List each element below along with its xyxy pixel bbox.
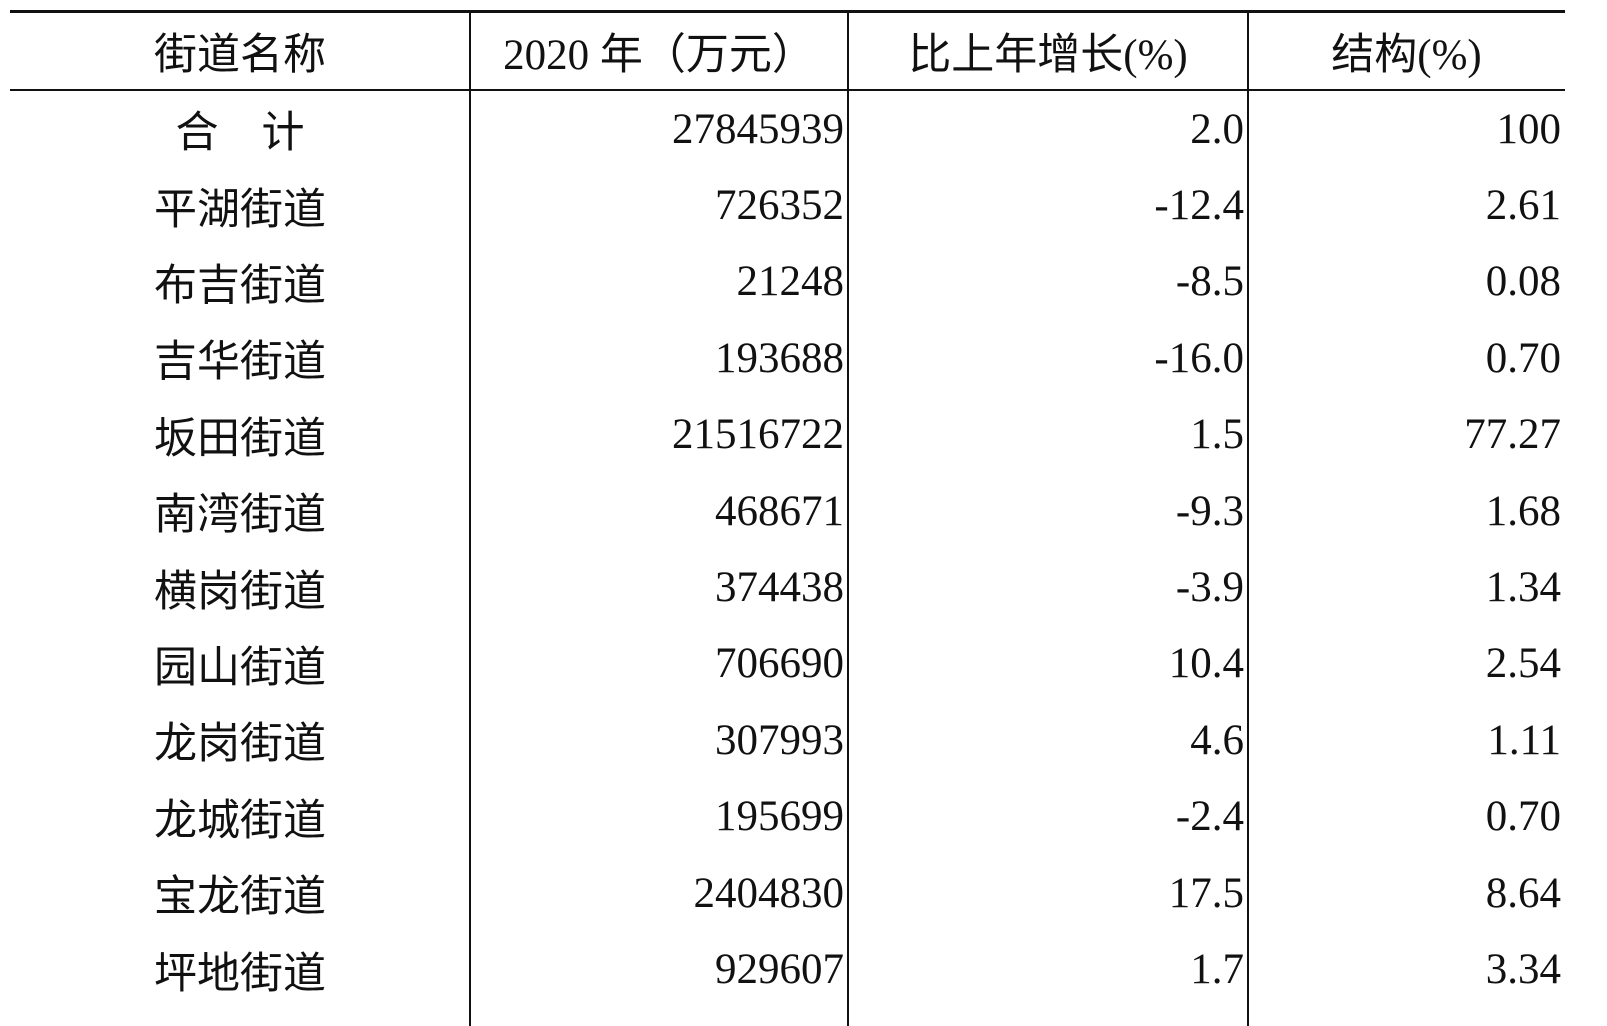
row-label: 横岗街道 xyxy=(154,568,326,616)
number-cell: 100 xyxy=(1496,105,1562,153)
row-label: 南湾街道 xyxy=(154,492,326,540)
number-cell: -3.9 xyxy=(1175,564,1244,612)
row-label: 合 计 xyxy=(175,110,305,158)
number-cell: 195699 xyxy=(715,793,844,841)
number-cell: 1.5 xyxy=(1190,411,1244,459)
number-cell: 726352 xyxy=(715,182,844,230)
number-cell: 929607 xyxy=(715,946,844,994)
number-cell: 374438 xyxy=(715,564,844,612)
row-label: 龙岗街道 xyxy=(154,721,326,769)
header-cell: 2020 年（万元） xyxy=(503,32,815,79)
row-label: 龙城街道 xyxy=(154,797,326,845)
row-label: 吉华街道 xyxy=(154,339,326,387)
row-label: 布吉街道 xyxy=(154,262,326,310)
number-cell: 2.54 xyxy=(1485,640,1561,688)
number-cell: 0.08 xyxy=(1485,258,1561,306)
number-cell: 2.61 xyxy=(1485,182,1561,230)
number-cell: 1.68 xyxy=(1485,487,1561,535)
number-cell: 193688 xyxy=(715,334,844,382)
header-rule xyxy=(10,89,1565,91)
number-cell: 27845939 xyxy=(672,105,844,153)
number-cell: -16.0 xyxy=(1154,334,1244,382)
number-cell: 0.70 xyxy=(1485,793,1561,841)
number-cell: 307993 xyxy=(715,716,844,764)
row-label: 平湖街道 xyxy=(154,186,326,234)
number-cell: 2404830 xyxy=(693,869,845,917)
number-cell: 8.64 xyxy=(1485,869,1561,917)
column-rule xyxy=(469,12,471,1026)
top-rule xyxy=(10,10,1565,13)
row-label: 坪地街道 xyxy=(154,950,326,998)
header-cell: 结构(%) xyxy=(1331,32,1482,79)
row-label: 宝龙街道 xyxy=(154,874,326,922)
number-cell: 4.6 xyxy=(1190,716,1244,764)
column-rule xyxy=(847,12,849,1026)
number-cell: 21516722 xyxy=(672,411,844,459)
number-cell: 77.27 xyxy=(1464,411,1561,459)
number-cell: -12.4 xyxy=(1154,182,1244,230)
header-cell: 比上年增长(%) xyxy=(908,32,1188,79)
number-cell: -8.5 xyxy=(1175,258,1244,306)
row-label: 坂田街道 xyxy=(154,415,326,463)
number-cell: 1.11 xyxy=(1487,716,1561,764)
header-cell: 街道名称 xyxy=(154,32,326,79)
number-cell: 0.70 xyxy=(1485,334,1561,382)
number-cell: 468671 xyxy=(715,487,844,535)
number-cell: 21248 xyxy=(736,258,845,306)
number-cell: 2.0 xyxy=(1190,105,1244,153)
number-cell: 17.5 xyxy=(1168,869,1244,917)
number-cell: 1.34 xyxy=(1485,564,1561,612)
number-cell: 706690 xyxy=(715,640,844,688)
number-cell: -2.4 xyxy=(1175,793,1244,841)
number-cell: 10.4 xyxy=(1168,640,1244,688)
column-rule xyxy=(1247,12,1249,1026)
row-label: 园山街道 xyxy=(154,644,326,692)
number-cell: 1.7 xyxy=(1190,946,1244,994)
number-cell: -9.3 xyxy=(1175,487,1244,535)
number-cell: 3.34 xyxy=(1485,946,1561,994)
